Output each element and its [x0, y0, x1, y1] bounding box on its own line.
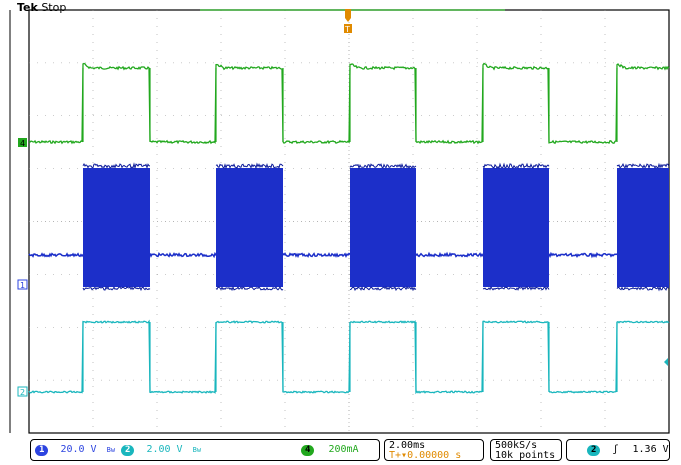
- ch1-burst: [617, 168, 669, 287]
- record-length: 10k points: [495, 450, 556, 461]
- ch4-waveform: [28, 62, 670, 145]
- ch1-burst: [483, 168, 549, 287]
- ch1-burst-bottom: [482, 286, 550, 291]
- time-per-div: 2.00ms: [389, 440, 426, 451]
- trigger-slope-icon: ʃ: [612, 444, 619, 455]
- ch1-burst-top: [82, 162, 151, 170]
- ch1-burst-bottom: [616, 285, 670, 292]
- trigger-marker[interactable]: T: [344, 9, 352, 34]
- svg-text:1: 1: [20, 281, 25, 290]
- svg-text:T: T: [344, 25, 350, 34]
- ch1-burst: [216, 168, 283, 287]
- ch1-burst-bottom: [82, 285, 151, 292]
- channel-4-ground-marker[interactable]: 4: [18, 138, 27, 148]
- trigger-offset: T+▾0.00000 s: [389, 450, 462, 461]
- channel-4-trace: [28, 62, 670, 145]
- sample-rate: 500kS/s: [495, 440, 538, 451]
- status-bar: 1 20.0 V Bw 2 2.00 V Bw 4 200mA 2.00ms T…: [30, 439, 670, 463]
- ch1-readout[interactable]: 1 20.0 V Bw: [35, 444, 115, 456]
- channel-1-ground-marker[interactable]: 1: [17, 279, 28, 290]
- ch1-burst-bottom: [215, 285, 284, 292]
- trigger-source: 2: [587, 445, 601, 456]
- channel-2-ground-marker[interactable]: 2: [17, 386, 28, 397]
- channel-readout-box[interactable]: 1 20.0 V Bw 2 2.00 V Bw 4 200mA: [30, 439, 380, 461]
- channel-1-trace: [28, 162, 670, 292]
- ch1-burst-top: [482, 162, 550, 170]
- trigger-readout[interactable]: 2 ʃ 1.36 V: [566, 439, 670, 461]
- trigger-level: 1.36 V: [632, 444, 669, 455]
- ch1-burst: [350, 168, 416, 287]
- ch1-burst-top: [616, 162, 670, 170]
- svg-text:2: 2: [20, 388, 25, 397]
- svg-text:4: 4: [20, 139, 25, 148]
- trigger-level-arrow[interactable]: [664, 358, 668, 366]
- timebase-readout[interactable]: 2.00ms T+▾0.00000 s: [384, 439, 484, 461]
- ch1-burst: [83, 168, 150, 287]
- ch2-waveform: [28, 319, 670, 395]
- ch1-burst-top: [215, 162, 284, 170]
- ch1-burst-bottom: [349, 286, 417, 292]
- ch1-burst-top: [349, 162, 417, 170]
- ch4-readout[interactable]: 4 200mA: [301, 444, 359, 456]
- channel-2-trace: [28, 319, 670, 395]
- brand-label: Tek Stop: [17, 1, 66, 14]
- brand-name: Tek: [17, 1, 38, 14]
- ch2-readout[interactable]: 2 2.00 V Bw: [121, 444, 201, 456]
- acquisition-readout[interactable]: 500kS/s 10k points: [490, 439, 562, 461]
- acquisition-state: Stop: [41, 1, 67, 14]
